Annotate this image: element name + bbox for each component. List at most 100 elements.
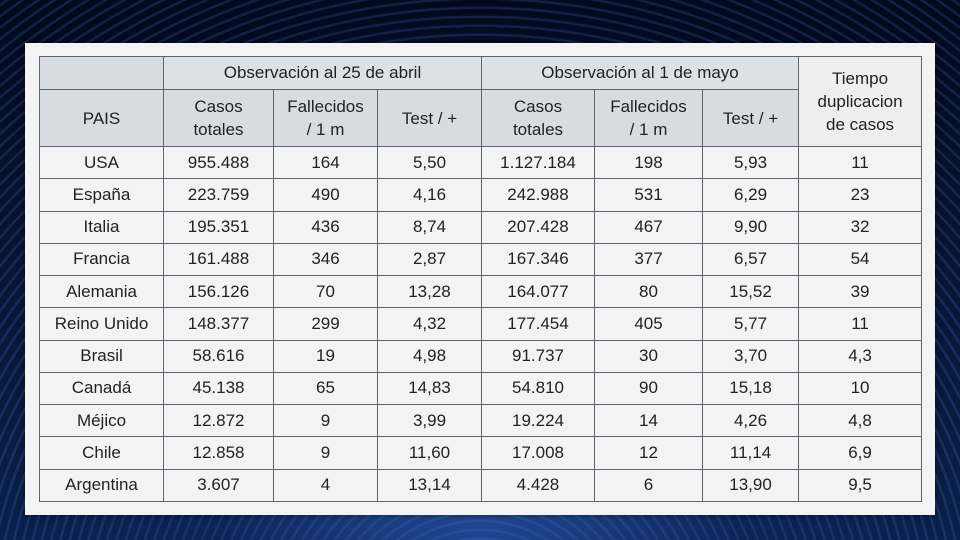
cell-casos-totales-mayo: 177.454 (481, 307, 595, 341)
cell-pais: Méjico (39, 404, 164, 438)
table-row: Francia 161.488 346 2,87 167.346 377 6,57 54 (39, 242, 923, 277)
cell-casos-totales-abril: 223.759 (163, 178, 274, 212)
cell-fallecidos-abril: 4 (273, 468, 378, 503)
cell-fallecidos-abril: 70 (273, 275, 378, 309)
cell-fallecidos-abril: 164 (273, 145, 378, 180)
cell-tiempo-duplicacion: 54 (798, 242, 923, 277)
cell-casos-totales-abril: 12.872 (163, 404, 274, 438)
cell-tiempo-duplicacion: 9,5 (798, 468, 923, 503)
header-tiempo-duplicacion: Tiempo duplicacion de casos (798, 56, 923, 147)
cell-test-abril: 8,74 (377, 210, 482, 244)
cell-fallecidos-mayo: 6 (594, 468, 703, 503)
table-row: Canadá 45.138 65 14,83 54.810 90 15,18 10 (39, 371, 923, 406)
cell-pais: Italia (39, 210, 164, 244)
cell-test-abril: 5,50 (377, 145, 482, 180)
cell-test-mayo: 6,29 (701, 178, 800, 212)
cell-casos-totales-mayo: 91.737 (481, 339, 595, 373)
cell-fallecidos-mayo: 80 (594, 275, 703, 309)
header-casos-totales-abril: Casos totales (163, 89, 274, 147)
cell-fallecidos-abril: 346 (273, 242, 378, 277)
cell-tiempo-duplicacion: 6,9 (798, 436, 923, 470)
cell-pais: Chile (39, 436, 164, 470)
table-row: España 223.759 490 4,16 242.988 531 6,29 23 (39, 178, 923, 212)
corner-cell (39, 56, 164, 90)
cell-fallecidos-mayo: 198 (594, 145, 703, 180)
cell-test-mayo: 11,14 (701, 436, 800, 470)
table-row: Chile 12.858 9 11,60 17.008 12 11,14 6,9 (39, 436, 923, 470)
cell-casos-totales-mayo: 207.428 (481, 210, 595, 244)
cell-fallecidos-mayo: 14 (594, 404, 703, 438)
cell-pais: Reino Unido (39, 307, 164, 341)
table-row: Brasil 58.616 19 4,98 91.737 30 3,70 4,3 (39, 339, 923, 373)
table-row: Alemania 156.126 70 13,28 164.077 80 15,52 39 (39, 275, 923, 309)
cell-tiempo-duplicacion: 23 (798, 178, 923, 212)
cell-test-mayo: 3,70 (701, 339, 800, 373)
table-row: Reino Unido 148.377 299 4,32 177.454 405 5,77 1… (39, 307, 923, 341)
cell-test-mayo: 13,90 (701, 468, 800, 503)
cell-test-mayo: 15,52 (701, 275, 800, 309)
cell-fallecidos-mayo: 90 (594, 371, 703, 406)
cell-fallecidos-abril: 490 (273, 178, 378, 212)
cell-test-abril: 11,60 (377, 436, 482, 470)
cell-test-abril: 2,87 (377, 242, 482, 277)
cell-test-abril: 4,16 (377, 178, 482, 212)
cell-casos-totales-abril: 12.858 (163, 436, 274, 470)
header-casos-totales-mayo: Casos totales (481, 89, 595, 147)
cell-casos-totales-mayo: 164.077 (481, 275, 595, 309)
cell-tiempo-duplicacion: 11 (798, 145, 923, 180)
cell-test-abril: 13,28 (377, 275, 482, 309)
cell-fallecidos-mayo: 30 (594, 339, 703, 373)
cell-fallecidos-mayo: 467 (594, 210, 703, 244)
cell-tiempo-duplicacion: 39 (798, 275, 923, 309)
cell-fallecidos-mayo: 405 (594, 307, 703, 341)
cell-casos-totales-mayo: 54.810 (481, 371, 595, 406)
cell-pais: Brasil (39, 339, 164, 373)
cell-tiempo-duplicacion: 10 (798, 371, 923, 406)
cell-casos-totales-abril: 161.488 (163, 242, 274, 277)
cell-casos-totales-mayo: 1.127.184 (481, 145, 595, 180)
cell-test-abril: 4,98 (377, 339, 482, 373)
cell-pais: Alemania (39, 275, 164, 309)
cell-fallecidos-abril: 436 (273, 210, 378, 244)
cell-casos-totales-mayo: 167.346 (481, 242, 595, 277)
cell-fallecidos-abril: 9 (273, 436, 378, 470)
header-test-mayo: Test / + (701, 89, 800, 147)
cell-fallecidos-mayo: 377 (594, 242, 703, 277)
cell-casos-totales-abril: 58.616 (163, 339, 274, 373)
cell-fallecidos-abril: 65 (273, 371, 378, 406)
cell-test-mayo: 9,90 (701, 210, 800, 244)
cell-fallecidos-abril: 19 (273, 339, 378, 373)
cell-pais: España (39, 178, 164, 212)
cell-casos-totales-abril: 955.488 (163, 145, 274, 180)
cell-pais: USA (39, 145, 164, 180)
header-test-abril: Test / + (377, 89, 482, 147)
cell-tiempo-duplicacion: 4,3 (798, 339, 923, 373)
cell-fallecidos-mayo: 531 (594, 178, 703, 212)
cell-test-mayo: 5,93 (701, 145, 800, 180)
cell-test-abril: 13,14 (377, 468, 482, 503)
header-fallecidos-abril: Fallecidos/ 1 m (273, 89, 378, 147)
cell-casos-totales-mayo: 4.428 (481, 468, 595, 503)
table-row: Méjico 12.872 9 3,99 19.224 14 4,26 4,8 (39, 404, 923, 438)
cell-tiempo-duplicacion: 4,8 (798, 404, 923, 438)
table-row: Argentina 3.607 4 13,14 4.428 6 13,90 9,5 (39, 468, 923, 503)
cell-tiempo-duplicacion: 11 (798, 307, 923, 341)
cell-pais: Canadá (39, 371, 164, 406)
cell-fallecidos-mayo: 12 (594, 436, 703, 470)
table-row: Italia 195.351 436 8,74 207.428 467 9,90 32 (39, 210, 923, 244)
cell-test-mayo: 15,18 (701, 371, 800, 406)
cell-fallecidos-abril: 299 (273, 307, 378, 341)
cell-casos-totales-abril: 148.377 (163, 307, 274, 341)
cell-casos-totales-abril: 156.126 (163, 275, 274, 309)
table-row: USA 955.488 164 5,50 1.127.184 198 5,93 11 (39, 145, 923, 180)
cell-pais: Argentina (39, 468, 164, 503)
cell-tiempo-duplicacion: 32 (798, 210, 923, 244)
cell-test-mayo: 4,26 (701, 404, 800, 438)
cell-test-mayo: 6,57 (701, 242, 800, 277)
cell-casos-totales-mayo: 242.988 (481, 178, 595, 212)
cell-test-abril: 4,32 (377, 307, 482, 341)
cell-casos-totales-mayo: 17.008 (481, 436, 595, 470)
cell-casos-totales-abril: 45.138 (163, 371, 274, 406)
cell-test-abril: 14,83 (377, 371, 482, 406)
cell-test-mayo: 5,77 (701, 307, 800, 341)
